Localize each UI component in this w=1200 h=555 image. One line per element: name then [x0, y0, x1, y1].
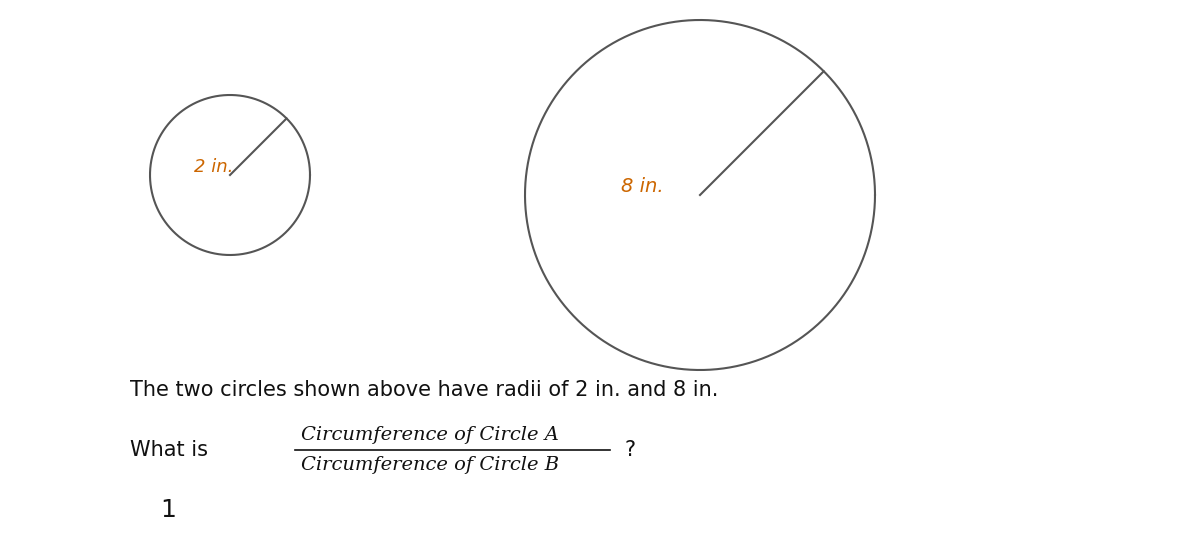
- Text: 1: 1: [160, 498, 176, 522]
- Text: ?: ?: [625, 440, 636, 460]
- Text: Circumference of Circle A: Circumference of Circle A: [301, 426, 559, 444]
- Text: What is: What is: [130, 440, 208, 460]
- Text: 8 in.: 8 in.: [622, 176, 664, 196]
- Text: The two circles shown above have radii of 2 in. and 8 in.: The two circles shown above have radii o…: [130, 380, 719, 400]
- Text: 2 in.: 2 in.: [194, 158, 233, 176]
- Text: Circumference of Circle B: Circumference of Circle B: [301, 456, 559, 474]
